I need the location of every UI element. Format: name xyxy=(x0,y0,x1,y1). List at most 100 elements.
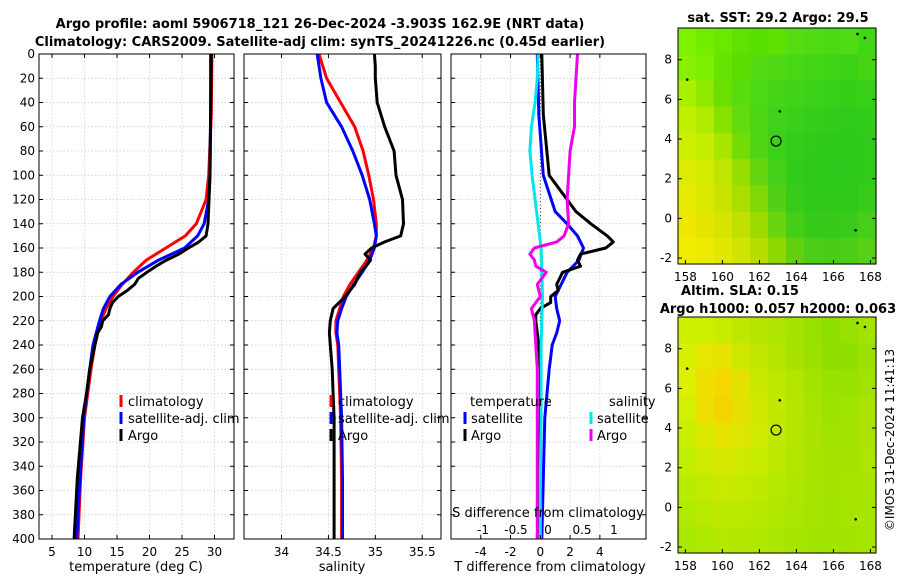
sla_map-cell xyxy=(804,526,823,554)
sla_map-cell xyxy=(696,526,715,554)
sst_map-cell xyxy=(696,211,715,239)
sla_map-cell xyxy=(804,395,823,423)
sla_map-cell xyxy=(714,500,733,528)
sst_map-ytick-label: 0 xyxy=(664,211,672,225)
sla_map-cell xyxy=(678,317,697,344)
temperature-series-argo xyxy=(72,53,213,540)
salinity-xtick-label: 35.5 xyxy=(409,545,436,559)
sla_map-cell xyxy=(714,421,733,449)
depth-tick-label: 300 xyxy=(12,411,35,425)
sla_map-cell xyxy=(822,421,841,449)
sla_map-cell xyxy=(858,343,877,371)
sla_map-cell xyxy=(714,395,733,423)
depth-tick-label: 80 xyxy=(20,144,35,158)
s-diff-tick-label: -0.5 xyxy=(504,523,527,537)
diff-legend-temp-label: Argo xyxy=(471,429,501,444)
sst_map-cell xyxy=(678,185,697,213)
depth-tick-label: 0 xyxy=(27,47,35,61)
sla_map-ytick-label: 8 xyxy=(664,342,672,356)
diff-legend-temp-label: satellite xyxy=(471,412,523,427)
sst_map-cell xyxy=(804,159,823,186)
depth-tick-label: 160 xyxy=(12,241,35,255)
sla_map-cell xyxy=(768,343,787,371)
sla_map-cell xyxy=(732,474,751,502)
salinity-legend-label: climatology xyxy=(338,395,414,410)
sla_map-profile-marker xyxy=(770,424,782,436)
sla_map-cell xyxy=(750,343,769,371)
s-diff-tick-label: -1 xyxy=(477,523,489,537)
depth-tick-label: 220 xyxy=(12,314,35,328)
sst_map-cell xyxy=(858,28,877,55)
sst_map-cell xyxy=(678,54,697,82)
salinity-panel: 34 34.5 35 35.5 climatology satellite-adj. cl… xyxy=(243,53,450,559)
sst_map-ytick-label: 4 xyxy=(664,132,672,146)
depth-tick-label: 240 xyxy=(12,338,35,352)
sst_map-cell xyxy=(804,237,823,265)
sst_map-cell xyxy=(732,185,751,213)
sla_map-cell xyxy=(786,421,805,449)
sla_map-cell xyxy=(678,500,697,528)
sla_map-cell xyxy=(840,421,859,449)
sla_map-cell xyxy=(714,369,733,397)
salinity-legend-label: satellite-adj. clim xyxy=(338,412,450,427)
sla_map-cell xyxy=(858,369,877,397)
sst_map-cell xyxy=(750,237,769,265)
sla_map-ytick-label: 6 xyxy=(664,381,672,395)
sst_map-xtick-label: 166 xyxy=(822,270,845,284)
sla_map-xtick-label: 160 xyxy=(711,559,734,573)
sst-map-title: sat. SST: 29.2 Argo: 29.5 xyxy=(687,11,868,26)
sst_map-cell xyxy=(750,54,769,82)
sla_map-ytick-label: -2 xyxy=(660,540,672,554)
sla_map-cell xyxy=(678,474,697,502)
sst-map-panel: 158 160 162 164 166 168 -2 0 2 4 6 8 xyxy=(660,27,882,284)
temperature-xtick-label: 20 xyxy=(142,545,157,559)
sla_map-cell xyxy=(804,500,823,528)
sst_map-cell xyxy=(786,159,805,186)
sst_map-cell xyxy=(714,54,733,82)
sla_map-xtick-label: 166 xyxy=(822,559,845,573)
sla_map-cell xyxy=(750,448,769,475)
sla_map-island xyxy=(854,517,857,521)
sla_map-cell xyxy=(822,474,841,502)
sst_map-cell xyxy=(822,132,841,160)
sst_map-cell xyxy=(786,237,805,265)
sla_map-cell xyxy=(714,317,733,344)
sst_map-cell xyxy=(768,159,787,186)
sst_map-cell xyxy=(750,28,769,55)
sst_map-cell xyxy=(732,80,751,108)
sst_map-xtick-label: 160 xyxy=(711,270,734,284)
temperature-xtick-label: 15 xyxy=(109,545,124,559)
temperature-xtick-label: 5 xyxy=(48,545,56,559)
sla_map-cell xyxy=(714,448,733,475)
depth-tick-label: 380 xyxy=(12,508,35,522)
depth-tick-label: 340 xyxy=(12,459,35,473)
imos-credit: ©IMOS 31-Dec-2024 11:41:13 xyxy=(883,349,897,531)
sst_map-cell xyxy=(786,132,805,160)
difference-series-salinity-satellite xyxy=(528,53,544,539)
sla_map-cell xyxy=(786,500,805,528)
sst_map-cell xyxy=(840,132,859,160)
sst_map-ytick-label: -2 xyxy=(660,251,672,265)
sla_map-cell xyxy=(840,343,859,371)
depth-tick-label: 40 xyxy=(20,96,35,110)
sst_map-cell xyxy=(804,80,823,108)
sla_map-cell xyxy=(822,500,841,528)
sla_map-cell xyxy=(804,317,823,344)
diff-legend-temp-header: temperature xyxy=(470,395,552,410)
sla_map-cell xyxy=(696,395,715,423)
salinity-xtick-label: 35 xyxy=(368,545,383,559)
sst_map-cell xyxy=(750,132,769,160)
sla_map-cell xyxy=(696,421,715,449)
sla_map-cell xyxy=(714,343,733,371)
sst_map-cell xyxy=(822,80,841,108)
sst_map-island xyxy=(685,78,689,81)
sla_map-cell xyxy=(804,421,823,449)
sla_map-cell xyxy=(768,317,787,344)
sla_map-cell xyxy=(732,369,751,397)
sst_map-cell xyxy=(714,185,733,213)
sla_map-cell xyxy=(840,526,859,554)
sla_map-cell xyxy=(804,474,823,502)
sla_map-cell xyxy=(696,474,715,502)
sla_map-cell xyxy=(732,343,751,371)
sst_map-cell xyxy=(732,106,751,134)
